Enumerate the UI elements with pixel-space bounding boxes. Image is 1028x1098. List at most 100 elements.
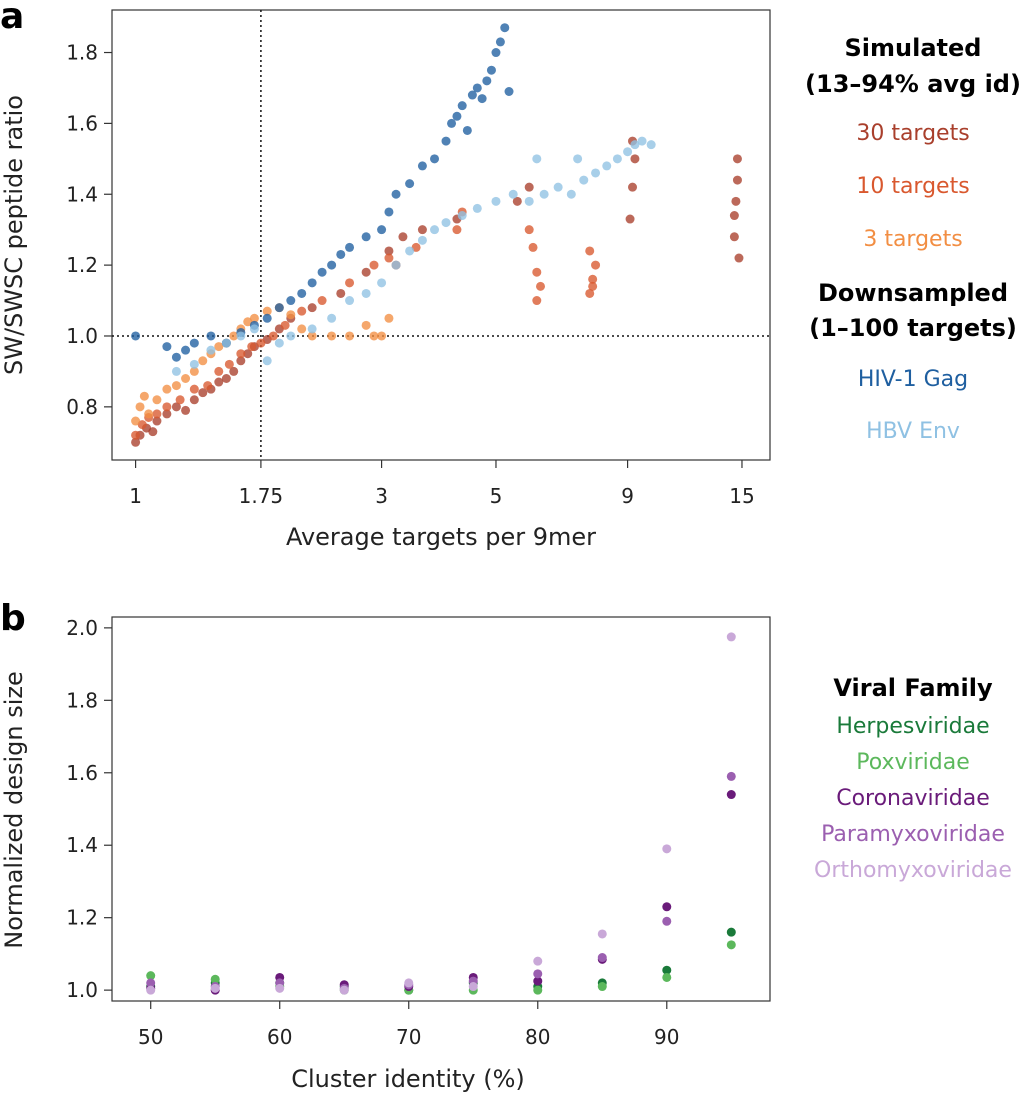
plot-frame-b	[111, 616, 771, 1002]
point-hbv-env	[171, 366, 181, 376]
point-hiv-1-gag	[391, 189, 401, 199]
point-paramyxoviridae	[146, 978, 156, 988]
legend-item-orthomyxoviridae: Orthomyxoviridae	[814, 858, 1012, 883]
point-poxviridae	[662, 972, 672, 982]
reference-lines-a	[112, 10, 770, 460]
point-30-targets	[625, 214, 635, 224]
point-30-targets	[361, 267, 371, 277]
point-hiv-1-gag	[162, 342, 172, 352]
point-hbv-env	[417, 235, 427, 245]
point-hbv-env	[573, 154, 583, 164]
point-hbv-env	[491, 196, 501, 206]
point-hbv-env	[361, 288, 371, 298]
point-10-targets	[247, 342, 257, 352]
points-b	[146, 632, 736, 995]
y-tick-label-a: 1.6	[66, 111, 98, 135]
point-hiv-1-gag	[336, 249, 346, 259]
point-hiv-1-gag	[131, 331, 141, 341]
point-hiv-1-gag	[274, 303, 284, 313]
point-3-targets	[214, 342, 224, 352]
x-tick-label-a: 9	[621, 484, 634, 508]
point-hiv-1-gag	[377, 225, 387, 235]
y-ticks-b: 1.0 1.2 1.4 1.6 1.8 2.0	[66, 616, 112, 1002]
point-hiv-1-gag	[482, 76, 492, 86]
legend-a-down-title-2: (1–100 targets)	[809, 314, 1017, 342]
point-3-targets	[144, 409, 154, 419]
y-tick-label-b: 1.6	[66, 761, 98, 785]
point-hiv-1-gag	[206, 331, 216, 341]
x-tick-label-b: 80	[525, 1025, 550, 1049]
point-3-targets	[286, 310, 296, 320]
point-hbv-env	[646, 140, 656, 150]
y-tick-label-b: 1.4	[66, 833, 98, 857]
point-hbv-env	[286, 331, 296, 341]
point-10-targets	[532, 267, 542, 277]
point-10-targets	[214, 366, 224, 376]
point-10-targets	[256, 338, 266, 348]
legend-item-herpesviridae: Herpesviridae	[836, 714, 989, 739]
point-hbv-env	[430, 225, 440, 235]
point-paramyxoviridae	[533, 969, 543, 979]
series-hbv-env	[171, 136, 656, 376]
point-hiv-1-gag	[486, 65, 496, 75]
point-herpesviridae	[662, 965, 672, 975]
series-poxviridae	[146, 940, 736, 995]
point-hiv-1-gag	[477, 94, 487, 104]
x-tick-label-b: 90	[654, 1025, 679, 1049]
x-tick-label-a: 1	[129, 484, 142, 508]
point-30-targets	[628, 182, 638, 192]
x-tick-label-a: 5	[490, 484, 503, 508]
point-3-targets	[384, 313, 394, 323]
point-10-targets	[536, 281, 546, 291]
point-10-targets	[452, 225, 462, 235]
point-3-targets	[369, 331, 379, 341]
point-30-targets	[630, 154, 640, 164]
point-3-targets	[135, 402, 145, 412]
point-30-targets	[162, 409, 172, 419]
x-tick-label-a: 3	[375, 484, 388, 508]
x-tick-label-b: 50	[138, 1025, 163, 1049]
point-hbv-env	[539, 189, 549, 199]
point-orthomyxoviridae	[210, 983, 220, 993]
point-hiv-1-gag	[452, 111, 462, 121]
point-hiv-1-gag	[189, 338, 199, 348]
point-hbv-env	[566, 189, 576, 199]
point-orthomyxoviridae	[404, 978, 414, 988]
legend-a-sim-title-1: Simulated	[845, 34, 982, 62]
point-orthomyxoviridae	[146, 985, 156, 995]
point-10-targets	[268, 331, 278, 341]
y-tick-label-a: 1.4	[66, 182, 98, 206]
point-30-targets	[732, 175, 742, 185]
point-10-targets	[591, 260, 601, 270]
point-10-targets	[345, 278, 355, 288]
point-10-targets	[152, 409, 162, 419]
y-tick-label-b: 2.0	[66, 616, 98, 640]
point-hbv-env	[579, 175, 589, 185]
point-30-targets	[221, 374, 231, 384]
legend-b-title: Viral Family	[833, 674, 993, 702]
x-ticks-a: 1 1.75 3 5 9 15	[129, 460, 755, 508]
point-hbv-env	[591, 168, 601, 178]
point-hbv-env	[249, 324, 259, 334]
points-a	[131, 23, 744, 447]
point-hiv-1-gag	[447, 118, 457, 128]
point-hiv-1-gag	[504, 86, 514, 96]
point-hbv-env	[612, 154, 622, 164]
legend-item-paramyxoviridae: Paramyxoviridae	[821, 822, 1005, 847]
point-30-targets	[734, 253, 744, 263]
legend-a-down-title-1: Downsampled	[818, 279, 1008, 307]
point-3-targets	[377, 331, 387, 341]
point-10-targets	[585, 288, 595, 298]
point-3-targets	[189, 366, 199, 376]
y-tick-label-b: 1.2	[66, 906, 98, 930]
point-hiv-1-gag	[384, 207, 394, 217]
point-hbv-env	[262, 356, 272, 366]
point-30-targets	[181, 405, 191, 415]
x-tick-label-a: 15	[729, 484, 754, 508]
point-30-targets	[524, 182, 534, 192]
point-3-targets	[327, 331, 337, 341]
point-hbv-env	[221, 338, 231, 348]
point-hiv-1-gag	[181, 345, 191, 355]
y-tick-label-a: 0.8	[66, 395, 98, 419]
point-30-targets	[214, 377, 224, 387]
